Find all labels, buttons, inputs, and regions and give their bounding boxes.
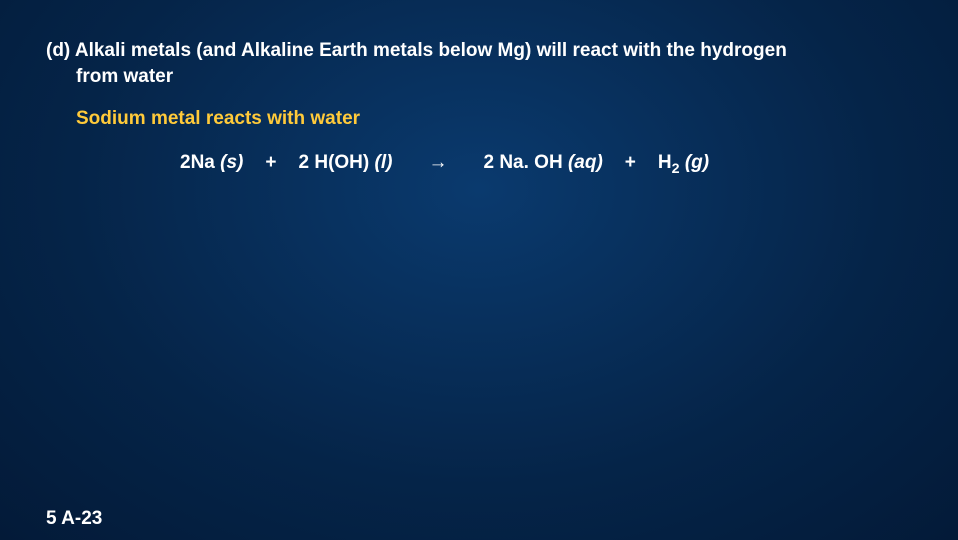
page-number: 5 A-23 bbox=[46, 508, 102, 530]
coef: 2 bbox=[299, 152, 310, 173]
chemical-equation: 2Na (s) + 2 H(OH) (l) → 2 Na. OH (aq) + … bbox=[180, 152, 709, 177]
formula: Na bbox=[191, 152, 215, 173]
coef: 2 bbox=[180, 152, 191, 173]
heading-prefix: (d) bbox=[46, 40, 70, 61]
formula-pre: H bbox=[658, 152, 672, 173]
product-2: H2 (g) bbox=[658, 152, 709, 177]
reactant-1: 2Na (s) bbox=[180, 152, 243, 174]
state: (s) bbox=[220, 152, 243, 173]
example-subheading: Sodium metal reacts with water bbox=[76, 108, 360, 130]
section-heading: (d) Alkali metals (and Alkaline Earth me… bbox=[46, 38, 918, 89]
plus-sign: + bbox=[625, 152, 636, 174]
heading-line1: Alkali metals (and Alkaline Earth metals… bbox=[75, 40, 787, 61]
heading-line2: from water bbox=[46, 64, 918, 90]
plus-sign: + bbox=[265, 152, 276, 174]
subscript: 2 bbox=[672, 161, 680, 177]
state: (g) bbox=[685, 152, 709, 173]
coef: 2 bbox=[483, 152, 494, 173]
reaction-arrow: → bbox=[414, 152, 461, 174]
product-1: 2 Na. OH (aq) bbox=[483, 152, 602, 174]
state: (aq) bbox=[568, 152, 603, 173]
state: (l) bbox=[375, 152, 393, 173]
reactant-2: 2 H(OH) (l) bbox=[299, 152, 393, 174]
formula: H(OH) bbox=[314, 152, 369, 173]
formula: Na. OH bbox=[499, 152, 562, 173]
